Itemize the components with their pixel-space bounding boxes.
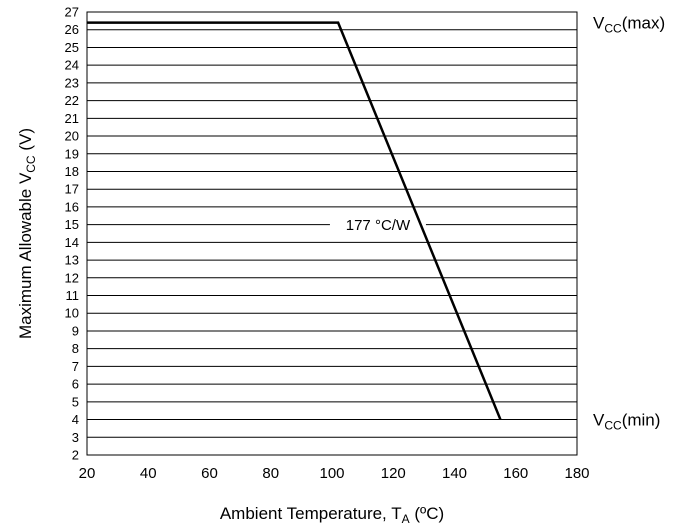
y-tick-label-20: 20 — [65, 129, 79, 144]
x-tick-label-100: 100 — [319, 465, 344, 482]
y-tick-label-22: 22 — [65, 93, 79, 108]
right-label-main-0: V — [593, 14, 605, 33]
y-tick-label-4: 4 — [72, 412, 79, 427]
y-tick-label-8: 8 — [72, 341, 79, 356]
annotation-bg-0 — [329, 213, 426, 236]
x-tick-label-20: 20 — [79, 465, 96, 482]
y-tick-label-12: 12 — [65, 270, 79, 285]
y-tick-label-21: 21 — [65, 111, 79, 126]
x-axis-title-sub: A — [402, 512, 410, 526]
right-label-sub-0: CC — [604, 22, 622, 36]
y-tick-label-3: 3 — [72, 430, 79, 445]
series — [87, 21, 502, 421]
right-label-1: VCC(min) — [593, 411, 660, 433]
y-tick-label-6: 6 — [72, 377, 79, 392]
right-label-suffix-0: (max) — [622, 14, 665, 33]
y-tick-label-18: 18 — [65, 164, 79, 179]
y-tick-label-14: 14 — [65, 235, 79, 250]
x-tick-label-140: 140 — [442, 465, 467, 482]
x-tick-label-180: 180 — [564, 465, 589, 482]
annotation-0: 177 °C/W — [346, 217, 411, 234]
y-tick-label-2: 2 — [72, 448, 79, 463]
right-label-sub-1: CC — [604, 419, 622, 433]
y-tick-label-15: 15 — [65, 217, 79, 232]
y-tick-label-19: 19 — [65, 146, 79, 161]
y-tick-label-23: 23 — [65, 75, 79, 90]
x-axis-title-suffix: (ºC) — [410, 504, 445, 523]
y-tick-label-9: 9 — [72, 323, 79, 338]
right-label-0: VCC(max) — [593, 14, 665, 36]
y-tick-label-17: 17 — [65, 182, 79, 197]
x-tick-labels: 20 40 60 80 100 120 140 160 180 — [79, 465, 590, 482]
y-tick-label-11: 11 — [66, 288, 80, 303]
x-axis-title: Ambient Temperature, TA (ºC) — [220, 504, 444, 526]
right-labels: VCC(max)VCC(min) — [593, 14, 665, 433]
right-label-suffix-1: (min) — [622, 411, 661, 430]
x-tick-label-160: 160 — [503, 465, 528, 482]
y-axis-title-main: Maximum Allowable V — [16, 172, 35, 339]
y-tick-label-13: 13 — [65, 253, 79, 268]
plot-frame — [86, 11, 578, 456]
y-tick-label-24: 24 — [65, 58, 79, 73]
x-tick-label-60: 60 — [201, 465, 218, 482]
x-tick-label-80: 80 — [262, 465, 279, 482]
y-axis-title-suffix: (V) — [16, 128, 35, 155]
y-tick-label-5: 5 — [72, 394, 79, 409]
y-tick-label-27: 27 — [65, 5, 79, 20]
right-label-main-1: V — [593, 411, 605, 430]
y-tick-label-16: 16 — [65, 199, 79, 214]
series-line-0 — [87, 21, 502, 421]
x-tick-label-40: 40 — [140, 465, 157, 482]
y-axis-title-sub: CC — [24, 155, 38, 173]
y-tick-labels: 2345678910111213141516171819202122232425… — [65, 5, 79, 463]
y-tick-label-10: 10 — [65, 306, 79, 321]
y-axis-title: Maximum Allowable VCC (V) — [16, 128, 38, 339]
y-tick-label-25: 25 — [65, 40, 79, 55]
annotations: 177 °C/W — [329, 213, 426, 236]
y-tick-label-7: 7 — [72, 359, 79, 374]
x-tick-label-120: 120 — [381, 465, 406, 482]
y-tick-label-26: 26 — [65, 22, 79, 37]
x-axis-title-main: Ambient Temperature, T — [220, 504, 402, 523]
